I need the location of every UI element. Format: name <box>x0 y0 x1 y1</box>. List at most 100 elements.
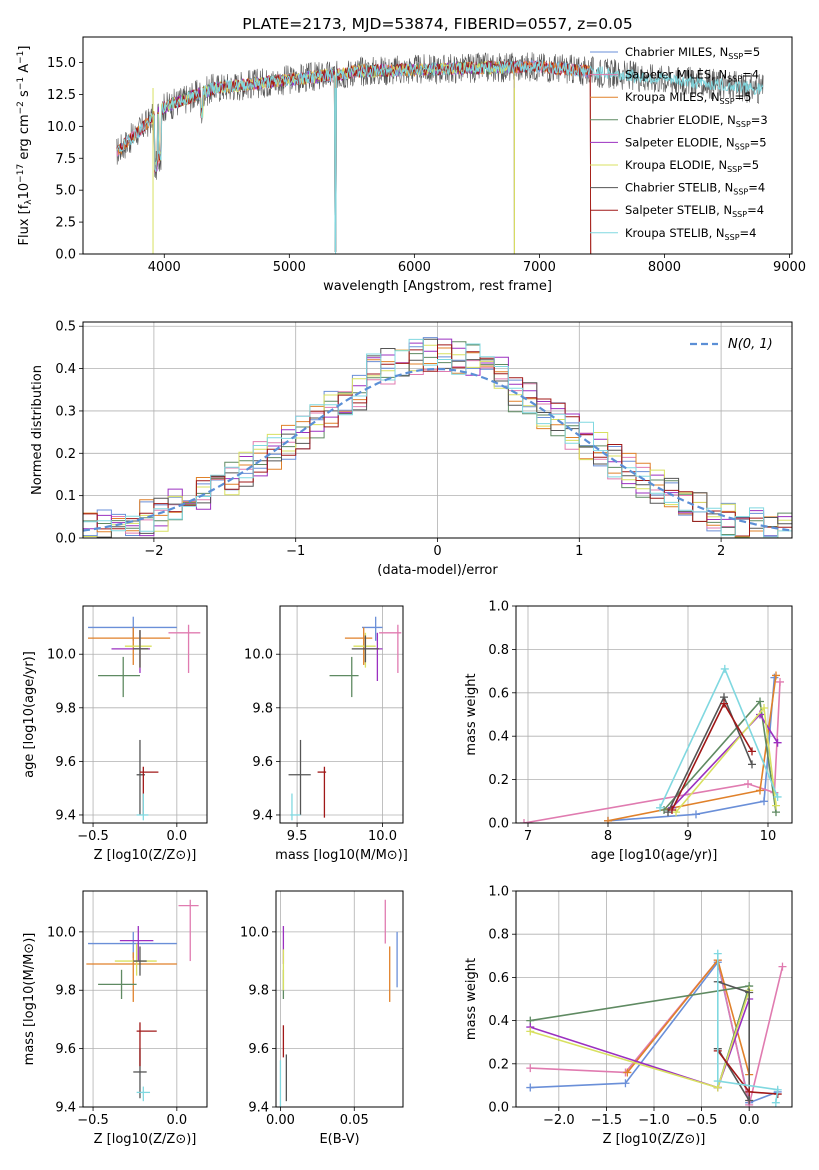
frame-mass_weight_vs_age <box>515 605 793 824</box>
y-tick-label: 0.8 <box>488 928 509 943</box>
histogram-series <box>83 338 792 538</box>
y-tick-label: 0.0 <box>55 532 76 547</box>
errorbars-age_vs_mass <box>288 616 402 821</box>
x-tick-label: 0 <box>433 544 441 559</box>
x-tick-label: 7 <box>524 829 532 844</box>
y-tick-label: 0.2 <box>488 1057 509 1072</box>
spectrum-line <box>116 60 764 252</box>
weight-line <box>530 998 750 1089</box>
x-tick-label: 4000 <box>148 260 181 275</box>
legend-label: Salpeter MILES, NSSP=4 <box>625 68 759 84</box>
y-tick-label: 0.2 <box>55 447 76 462</box>
y-tick-label: 9.4 <box>248 1101 269 1116</box>
frame-mass_vs_ebv <box>275 890 404 1108</box>
x-tick-label: 0.00 <box>266 1113 295 1128</box>
weight-marker <box>756 697 764 706</box>
weight-marker <box>772 671 780 680</box>
x-axis-label: age [log10(age/yr)] <box>591 848 718 863</box>
y-tick-label: 12.5 <box>47 88 76 103</box>
weights-mass_weight_vs_age <box>520 664 784 823</box>
y-tick-label: 0.2 <box>488 773 509 788</box>
weight-marker <box>776 677 784 686</box>
legend-label: Salpeter STELIB, NSSP=4 <box>625 203 764 219</box>
y-tick-label: 9.8 <box>252 701 273 716</box>
errorbars-age_vs_Z <box>88 616 201 821</box>
weight-line <box>716 953 779 1103</box>
axes-mass_vs_ebv: 0.00 0.05 9.4 9.6 9.8 10.0 E(B-V) <box>240 891 403 1147</box>
legend-label: Chabrier MILES, NSSP=5 <box>625 45 760 61</box>
y-tick-label: 2.5 <box>55 216 76 231</box>
y-tick-label: 1.0 <box>488 600 509 615</box>
y-tick-label: 0.4 <box>488 730 509 745</box>
weight-marker <box>668 805 676 814</box>
y-axis-label: age [log10(age/yr)] <box>22 651 37 778</box>
weight-line <box>530 990 750 1089</box>
y-tick-label: 10.0 <box>47 120 76 135</box>
spectrum-lines <box>116 52 764 254</box>
frame-residuals <box>82 321 793 539</box>
axes-spectrum: 4000 5000 6000 7000 8000 9000 0.0 2.5 5.0 7.5 10.0… <box>16 46 806 295</box>
y-tick-label: 9.8 <box>248 984 269 999</box>
weight-marker <box>778 962 787 971</box>
weight-marker <box>656 803 664 812</box>
y-tick-label: 0.4 <box>55 362 76 377</box>
y-axis-label: mass [log10(M/M⊙)] <box>22 933 37 1066</box>
chart-title: PLATE=2173, MJD=53874, FIBERID=0557, z=0… <box>242 15 632 33</box>
y-tick-label: 1.0 <box>488 885 509 900</box>
spectrum-legend: Chabrier MILES, NSSP=5 Salpeter MILES, NS… <box>590 45 768 242</box>
frame-mass_weight_vs_Z <box>515 890 793 1108</box>
weights-mass_weight_vs_Z <box>526 949 787 1107</box>
y-tick-label: 0.0 <box>488 817 509 832</box>
weight-line <box>717 980 751 1104</box>
y-tick-label: 9.4 <box>55 808 76 823</box>
x-tick-label: 10.0 <box>368 829 397 844</box>
y-tick-label: 0.6 <box>488 686 509 701</box>
y-tick-label: 0.6 <box>488 971 509 986</box>
x-tick-label: 9.5 <box>287 829 308 844</box>
y-axis-label: mass weight <box>464 673 479 755</box>
y-tick-label: 10.0 <box>240 925 269 940</box>
legend-label: Kroupa ELODIE, NSSP=5 <box>625 158 759 174</box>
weight-marker <box>713 1077 722 1086</box>
y-tick-label: 0.1 <box>55 489 76 504</box>
x-tick-label: −0.5 <box>77 1113 109 1128</box>
y-tick-label: 9.8 <box>55 984 76 999</box>
weight-marker <box>748 760 756 769</box>
spectrum-line <box>116 52 764 252</box>
x-tick-label: 0.0 <box>739 1113 760 1128</box>
x-tick-label: 1 <box>575 544 583 559</box>
weight-marker <box>713 949 722 958</box>
axes-mass_vs_Z: −0.5 0.0 9.4 9.6 9.8 10.0 Z [log10(Z/Z⊙)] mass … <box>22 891 207 1147</box>
x-tick-label: −1.0 <box>638 1113 670 1128</box>
x-tick-label: 0.0 <box>166 829 187 844</box>
x-axis-label: E(B-V) <box>319 1132 359 1147</box>
y-tick-label: 9.8 <box>55 701 76 716</box>
legend-label: Kroupa STELIB, NSSP=4 <box>625 226 756 242</box>
y-tick-label: 0.5 <box>55 320 76 335</box>
weight-marker <box>526 1083 535 1092</box>
weight-marker <box>720 699 728 708</box>
frame-mass_vs_Z <box>82 890 208 1108</box>
axes-age_vs_Z: −0.5 0.0 9.4 9.6 9.8 10.0 Z [log10(Z/Z⊙)] age [… <box>22 606 207 863</box>
y-tick-label: 9.4 <box>252 808 273 823</box>
axes-age_vs_mass: 9.5 10.0 9.4 9.6 9.8 10.0 mass [log10(M/M⊙)] <box>244 606 408 863</box>
weight-marker <box>604 816 612 823</box>
frame-age_vs_mass <box>279 605 404 824</box>
weight-marker <box>771 1098 780 1107</box>
histograms <box>83 337 792 538</box>
x-tick-label: 9 <box>684 829 692 844</box>
x-axis-label: Z [log10(Z/Z⊙)] <box>603 1132 706 1147</box>
x-axis-label: mass [log10(M/M⊙)] <box>275 848 408 863</box>
y-axis-label: Normed distribution <box>30 365 45 495</box>
frame-spectrum <box>82 36 793 255</box>
frame-age_vs_Z <box>82 605 208 824</box>
legend-label: Chabrier STELIB, NSSP=4 <box>625 181 765 197</box>
x-tick-label: −2.0 <box>543 1113 575 1128</box>
x-tick-label: −2 <box>144 544 163 559</box>
y-tick-label: 9.6 <box>55 1042 76 1057</box>
y-axis-label: mass weight <box>464 958 479 1040</box>
y-tick-label: 0.4 <box>488 1014 509 1029</box>
y-tick-label: 0.8 <box>488 643 509 658</box>
weight-marker <box>744 779 752 788</box>
